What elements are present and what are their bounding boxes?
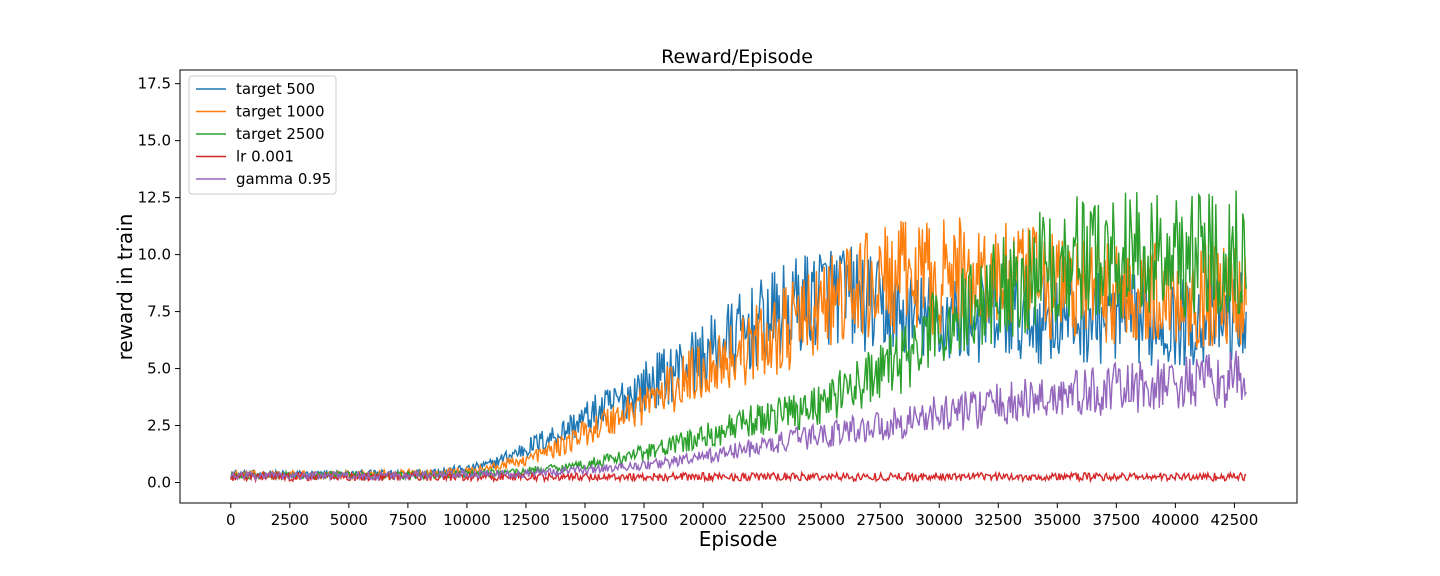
y-tick-label: 5.0	[147, 360, 171, 378]
series-target-2500	[230, 190, 1247, 482]
y-tick-label: 17.5	[138, 75, 171, 93]
legend-label: target 500	[236, 80, 315, 98]
x-tick-label: 5000	[330, 511, 368, 529]
series-line	[230, 350, 1247, 482]
series-lr-0-001	[230, 470, 1247, 484]
legend-label: gamma 0.95	[236, 170, 331, 188]
x-tick-label: 2500	[271, 511, 309, 529]
x-tick-label: 7500	[389, 511, 427, 529]
x-tick-label: 22500	[738, 511, 786, 529]
y-axis-title: reward in train	[113, 214, 137, 361]
x-tick-label: 27500	[856, 511, 904, 529]
legend-label: target 1000	[236, 103, 325, 121]
series-target-1000	[230, 217, 1247, 481]
y-tick-label: 7.5	[147, 303, 171, 321]
x-tick-label: 32500	[974, 511, 1022, 529]
series-gamma-0-95	[230, 350, 1247, 482]
x-tick-label: 37500	[1092, 511, 1140, 529]
legend-box	[188, 75, 337, 195]
y-tick-label: 15.0	[138, 132, 171, 150]
series-line	[230, 190, 1247, 482]
x-tick-label: 35000	[1033, 511, 1081, 529]
series-line	[230, 217, 1247, 481]
x-tick-label: 25000	[797, 511, 845, 529]
legend: target 500 target 1000 target 2500 lr 0.001…	[188, 75, 337, 195]
y-tick-label: 12.5	[138, 189, 171, 207]
x-tick-label: 40000	[1152, 511, 1200, 529]
x-tick-label: 10000	[443, 511, 491, 529]
legend-label: lr 0.001	[236, 148, 294, 166]
x-tick-label: 30000	[915, 511, 963, 529]
y-tick-label: 2.5	[147, 417, 171, 435]
chart-title: Reward/Episode	[661, 46, 813, 68]
x-tick-label: 0	[226, 511, 236, 529]
plot-frame	[179, 69, 1298, 504]
x-tick-label: 20000	[679, 511, 727, 529]
legend-label: target 2500	[236, 125, 325, 143]
x-tick-label: 17500	[620, 511, 668, 529]
x-tick-label: 42500	[1211, 511, 1259, 529]
y-tick-label: 10.0	[138, 246, 171, 264]
x-axis-ticks: 0 2500 5000 7500 10000 12500 15000 17500 20000 22…	[226, 503, 1258, 529]
x-tick-label: 15000	[561, 511, 609, 529]
y-tick-label: 0.0	[147, 473, 171, 491]
x-tick-label: 12500	[502, 511, 550, 529]
y-axis-ticks: 0.0 2.5 5.0 7.5 10.0 12.5 15.0 17.5	[138, 75, 180, 491]
x-axis-title: Episode	[699, 527, 778, 551]
series-line	[230, 470, 1247, 484]
